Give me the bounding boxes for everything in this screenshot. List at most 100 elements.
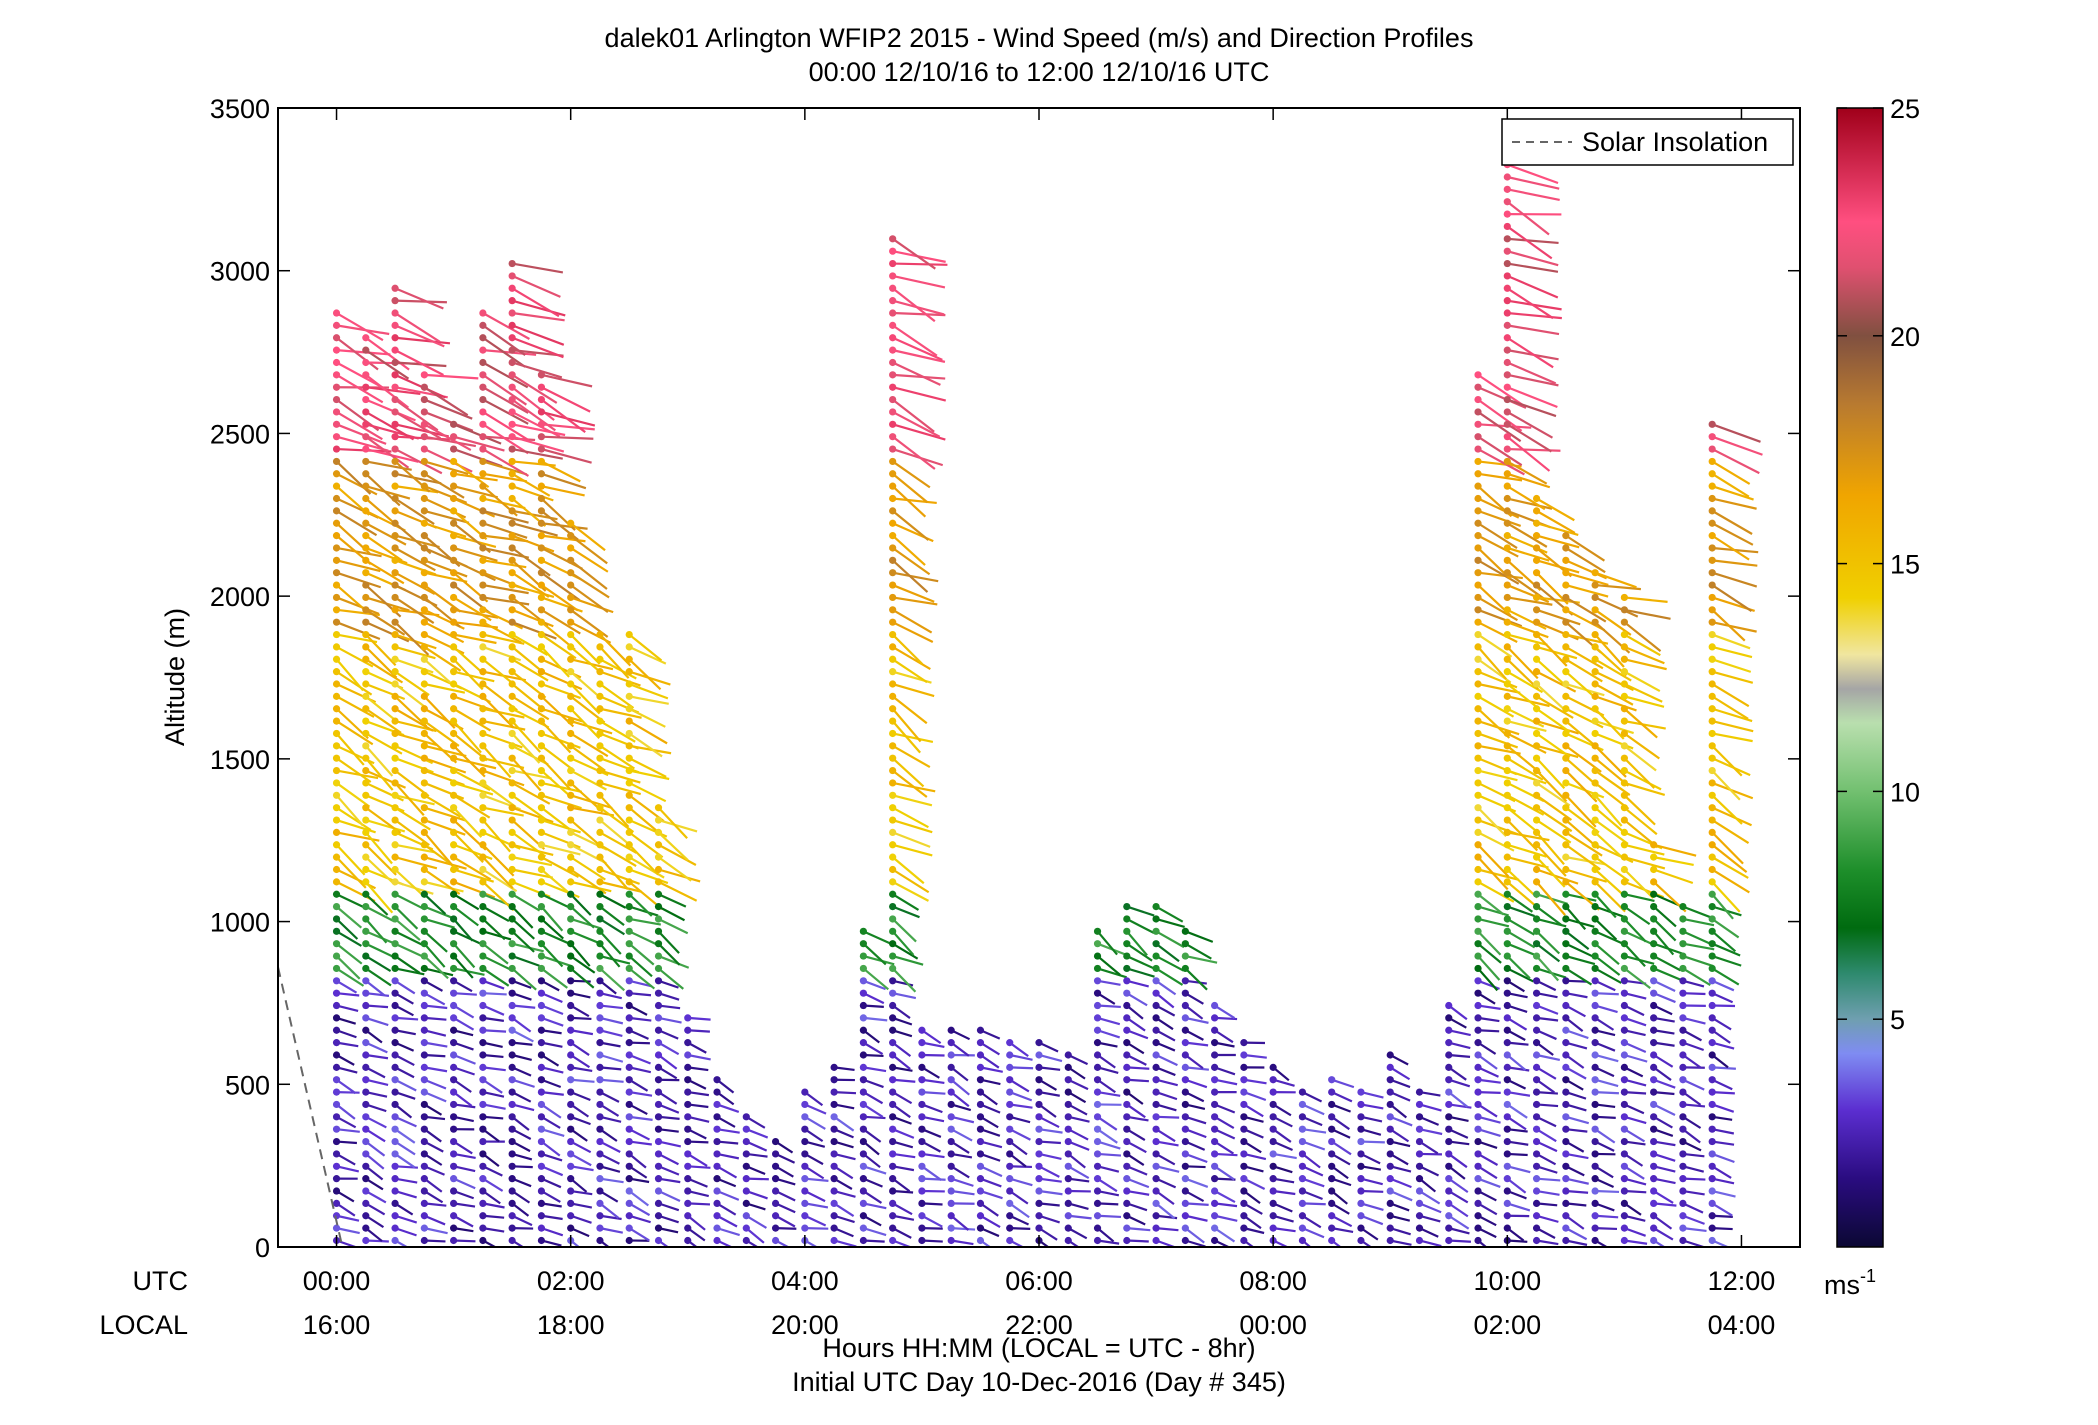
- wind-barb-stem: [1682, 967, 1711, 986]
- wind-barb-stem: [891, 769, 928, 798]
- wind-barb-dot: [1152, 1187, 1160, 1195]
- wind-barb-stem: [335, 856, 367, 889]
- wind-barb-stem: [1565, 645, 1604, 670]
- wind-barb-stem: [628, 1128, 651, 1141]
- wind-barb-stem: [453, 930, 481, 945]
- wind-barb-dot: [1064, 1100, 1072, 1109]
- wind-barb-stem: [716, 1165, 738, 1179]
- wind-barb-dot: [1620, 1001, 1628, 1010]
- wind-barb-stem: [482, 819, 511, 853]
- wind-barb-stem: [453, 781, 494, 796]
- wind-barb-stem: [1623, 794, 1656, 826]
- x-tick-label-utc: 12:00: [1708, 1266, 1776, 1296]
- wind-barb-stem: [657, 967, 685, 990]
- wind-barb-dot: [859, 1137, 867, 1146]
- wind-barb-dot: [976, 1162, 985, 1170]
- wind-barb-dot: [332, 1150, 341, 1158]
- wind-barb-stem: [394, 930, 423, 946]
- wind-barb-dot: [1240, 1088, 1248, 1096]
- wind-barb-dot: [713, 1137, 721, 1146]
- wind-barb-dot: [391, 977, 399, 985]
- wind-barb-dot: [362, 1076, 370, 1084]
- wind-barb-dot: [1474, 655, 1482, 663]
- wind-barb-stem: [1068, 1115, 1090, 1123]
- wind-barb-dot: [567, 544, 575, 552]
- wind-barb-stem: [570, 806, 615, 817]
- wind-barb-dot: [450, 1236, 458, 1245]
- wind-barb-dot: [1211, 1175, 1219, 1183]
- wind-barb-stem: [1184, 1004, 1204, 1020]
- wind-barb-dot: [537, 729, 546, 738]
- wind-barb-stem: [482, 386, 529, 414]
- wind-barb-dot: [1211, 1125, 1219, 1133]
- wind-barb-dot: [1474, 1026, 1482, 1034]
- wind-barb-dot: [596, 1162, 604, 1170]
- wind-barb-dot: [537, 766, 546, 775]
- wind-barb-stem: [804, 1115, 826, 1130]
- wind-barb-dot: [479, 1175, 487, 1183]
- wind-barb-stem: [657, 905, 686, 922]
- wind-barb-stem: [482, 1004, 505, 1016]
- wind-barb-stem: [1214, 1078, 1238, 1086]
- wind-barb-stem: [569, 893, 592, 916]
- wind-barb-stem: [1360, 1202, 1384, 1212]
- wind-barb-stem: [1711, 1078, 1733, 1091]
- wind-barb-stem: [628, 979, 653, 988]
- wind-barb-stem: [1038, 1214, 1060, 1224]
- wind-barb-dot: [479, 309, 487, 317]
- wind-barb-dot: [479, 507, 487, 515]
- wind-barb-dot: [1562, 655, 1570, 663]
- wind-barb-dot: [391, 1162, 399, 1170]
- wind-barb-stem: [1213, 1227, 1236, 1243]
- wind-barb-dot: [391, 841, 399, 849]
- wind-barb-dot: [537, 1014, 546, 1022]
- wind-barb-stem: [335, 782, 371, 808]
- wind-barb-stem: [599, 1029, 623, 1037]
- wind-barb-dot: [479, 1150, 487, 1158]
- wind-barb-stem: [1477, 608, 1523, 628]
- wind-barb-stem: [424, 509, 470, 524]
- wind-barb-dot: [1298, 1125, 1307, 1133]
- wind-barb-dot: [567, 915, 575, 923]
- wind-barb-dot: [625, 717, 633, 725]
- wind-barb-stem: [1536, 670, 1577, 693]
- wind-barb-dot: [654, 841, 663, 849]
- wind-barb-dot: [1445, 1199, 1453, 1207]
- wind-barb-stem: [336, 1115, 357, 1129]
- wind-barb-dot: [537, 779, 546, 787]
- wind-barb-stem: [365, 336, 410, 371]
- wind-barb-dot: [1152, 1199, 1160, 1207]
- wind-barb-dot: [889, 989, 897, 997]
- wind-barb-stem: [453, 435, 505, 452]
- wind-barb-stem: [1477, 534, 1519, 558]
- wind-barb-stem: [1682, 942, 1715, 951]
- wind-barb-stem: [1301, 1153, 1321, 1169]
- wind-barb-dot: [684, 1137, 692, 1146]
- wind-barb-stem: [1535, 1078, 1555, 1094]
- wind-barb-dot: [508, 692, 516, 700]
- wind-barb-dot: [1269, 1150, 1277, 1158]
- wind-barb-stem: [628, 1066, 652, 1074]
- wind-barb-stem: [1506, 163, 1559, 185]
- wind-barb-dot: [889, 717, 897, 725]
- wind-barb-dot: [1503, 457, 1511, 466]
- wind-barb-dot: [1035, 1076, 1043, 1084]
- wind-barb-dot: [1123, 989, 1131, 997]
- wind-barb-stem: [1009, 1078, 1030, 1093]
- wind-barb-stem: [570, 1066, 593, 1073]
- wind-barb-dot: [859, 1026, 867, 1034]
- wind-barb-stem: [570, 880, 612, 893]
- wind-barb-dot: [420, 457, 428, 466]
- wind-barb-dot: [508, 420, 516, 428]
- wind-barb-dot: [391, 346, 399, 354]
- wind-barb-dot: [1269, 1199, 1277, 1207]
- wind-barb-dot: [771, 1199, 780, 1207]
- wind-barb-stem: [1623, 1004, 1645, 1017]
- wind-barb-stem: [863, 1066, 887, 1073]
- wind-barb-dot: [1386, 1199, 1394, 1207]
- wind-barb-stem: [921, 1152, 945, 1159]
- wind-barb-stem: [424, 1041, 448, 1048]
- wind-barb-dot: [362, 903, 370, 911]
- wind-barb-dot: [1708, 816, 1716, 824]
- wind-barb-stem: [687, 1214, 706, 1231]
